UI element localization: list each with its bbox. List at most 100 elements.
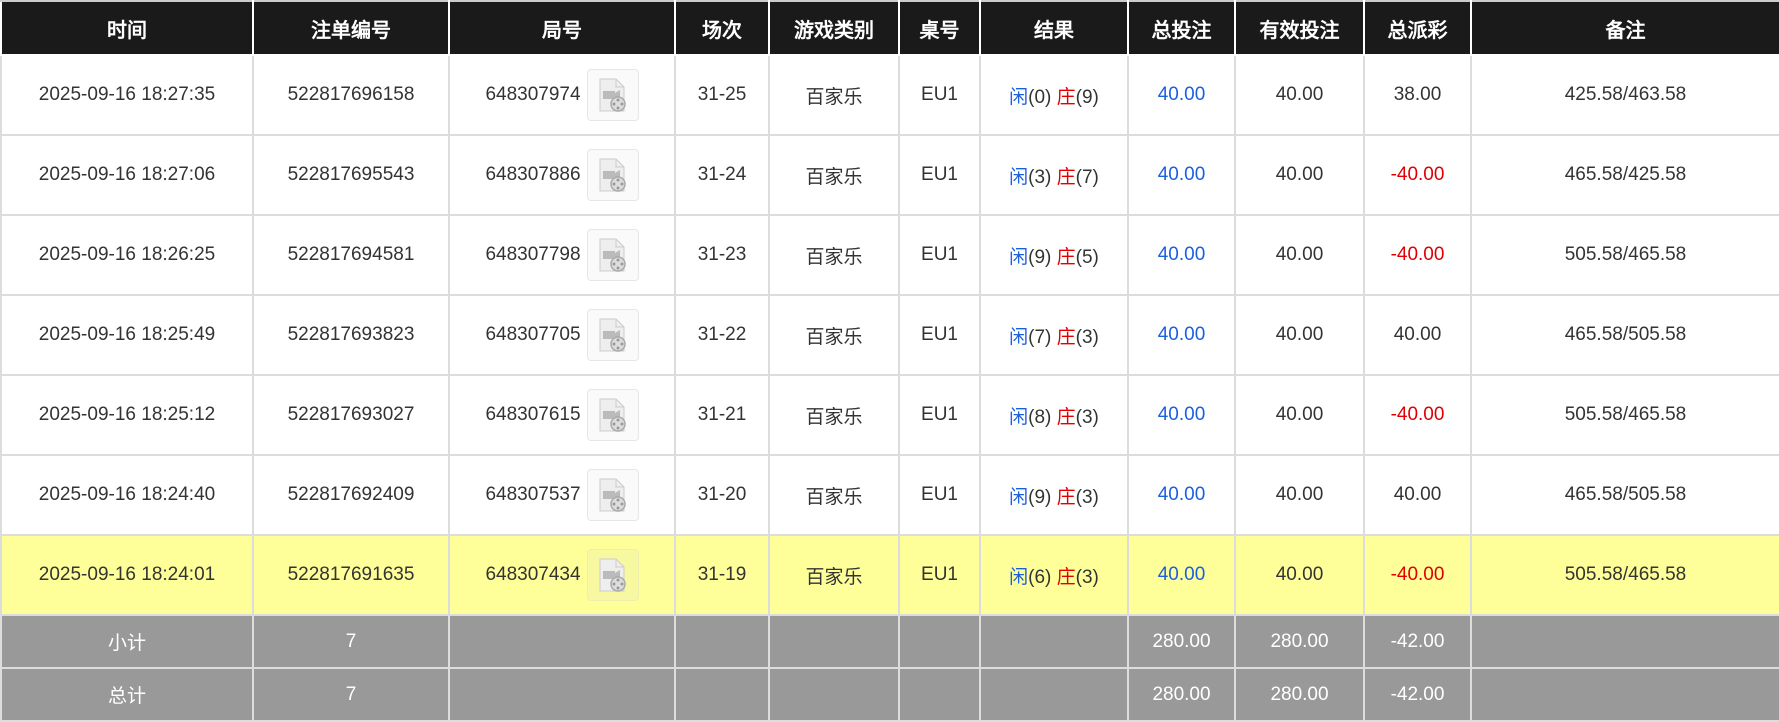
header-total-bet[interactable]: 总投注	[1127, 0, 1236, 56]
table-row[interactable]: 2025-09-16 18:27:35 522817696158 6483079…	[0, 54, 1779, 136]
video-replay-icon[interactable]	[586, 469, 639, 521]
round-number: 648307615	[485, 404, 581, 426]
note-cell: 505.58/465.58	[1470, 534, 1779, 616]
player-label: 闲	[1009, 326, 1029, 348]
player-score: (0)	[1028, 86, 1052, 108]
header-shoe[interactable]: 场次	[674, 0, 770, 56]
header-valid-bet[interactable]: 有效投注	[1234, 0, 1365, 56]
note-cell: 465.58/505.58	[1470, 454, 1779, 536]
banker-score: (7)	[1075, 166, 1099, 188]
video-replay-icon[interactable]	[586, 549, 639, 601]
note-cell: 465.58/425.58	[1470, 134, 1779, 216]
player-score: (9)	[1028, 486, 1052, 508]
table-row[interactable]: 2025-09-16 18:24:40 522817692409 6483075…	[0, 454, 1779, 536]
video-replay-icon[interactable]	[586, 69, 639, 121]
summary-count: 7	[252, 667, 450, 722]
round-cell: 648307434	[448, 534, 676, 616]
summary-valid-bet: 280.00	[1234, 614, 1365, 669]
round-cell: 648307705	[448, 294, 676, 376]
valid-bet-cell: 40.00	[1234, 294, 1365, 376]
time-cell: 2025-09-16 18:24:40	[0, 454, 254, 536]
time-cell: 2025-09-16 18:24:01	[0, 534, 254, 616]
table-no-cell: EU1	[898, 54, 981, 136]
header-total-payout[interactable]: 总派彩	[1363, 0, 1472, 56]
banker-label: 庄	[1056, 566, 1076, 588]
table-row[interactable]: 2025-09-16 18:27:06 522817695543 6483078…	[0, 134, 1779, 216]
summary-valid-bet: 280.00	[1234, 667, 1365, 722]
result-cell: 闲(3) 庄(7)	[979, 134, 1129, 216]
total-row: 总计 7 280.00 280.00 -42.00	[0, 667, 1779, 722]
shoe-cell: 31-25	[674, 54, 770, 136]
video-replay-icon[interactable]	[586, 309, 639, 361]
player-label: 闲	[1009, 566, 1029, 588]
table-no-cell: EU1	[898, 534, 981, 616]
valid-bet-cell: 40.00	[1234, 214, 1365, 296]
summary-count: 7	[252, 614, 450, 669]
player-score: (7)	[1028, 326, 1052, 348]
total-bet-cell: 40.00	[1127, 134, 1236, 216]
result-cell: 闲(9) 庄(3)	[979, 454, 1129, 536]
payout-cell: 40.00	[1363, 294, 1472, 376]
player-score: (9)	[1028, 246, 1052, 268]
header-round[interactable]: 局号	[448, 0, 676, 56]
banker-score: (9)	[1075, 86, 1099, 108]
time-cell: 2025-09-16 18:25:12	[0, 374, 254, 456]
valid-bet-cell: 40.00	[1234, 374, 1365, 456]
video-replay-icon[interactable]	[586, 149, 639, 201]
banker-label: 庄	[1056, 246, 1076, 268]
table-row[interactable]: 2025-09-16 18:25:49 522817693823 6483077…	[0, 294, 1779, 376]
header-note[interactable]: 备注	[1470, 0, 1779, 56]
table-row[interactable]: 2025-09-16 18:24:01 522817691635 6483074…	[0, 534, 1779, 616]
shoe-cell: 31-20	[674, 454, 770, 536]
banker-label: 庄	[1056, 166, 1076, 188]
banker-label: 庄	[1056, 326, 1076, 348]
summary-total-bet: 280.00	[1127, 614, 1236, 669]
table-no-cell: EU1	[898, 294, 981, 376]
round-number: 648307886	[485, 164, 581, 186]
round-cell: 648307974	[448, 54, 676, 136]
header-game-type[interactable]: 游戏类别	[768, 0, 900, 56]
total-bet-cell: 40.00	[1127, 54, 1236, 136]
round-number: 648307537	[485, 484, 581, 506]
round-cell: 648307886	[448, 134, 676, 216]
table-row[interactable]: 2025-09-16 18:25:12 522817693027 6483076…	[0, 374, 1779, 456]
shoe-cell: 31-22	[674, 294, 770, 376]
note-cell: 505.58/465.58	[1470, 374, 1779, 456]
video-replay-icon[interactable]	[586, 389, 639, 441]
banker-score: (3)	[1075, 406, 1099, 428]
table-no-cell: EU1	[898, 214, 981, 296]
time-cell: 2025-09-16 18:27:06	[0, 134, 254, 216]
shoe-cell: 31-23	[674, 214, 770, 296]
player-label: 闲	[1009, 86, 1029, 108]
round-cell: 648307537	[448, 454, 676, 536]
header-time[interactable]: 时间	[0, 0, 254, 56]
summary-payout: -42.00	[1363, 667, 1472, 722]
header-table-no[interactable]: 桌号	[898, 0, 981, 56]
banker-score: (5)	[1075, 246, 1099, 268]
header-bet-id[interactable]: 注单编号	[252, 0, 450, 56]
game-type-cell: 百家乐	[768, 454, 900, 536]
banker-score: (3)	[1075, 326, 1099, 348]
bet-id-cell: 522817695543	[252, 134, 450, 216]
banker-score: (3)	[1075, 566, 1099, 588]
shoe-cell: 31-24	[674, 134, 770, 216]
table-header-row: 时间 注单编号 局号 场次 游戏类别 桌号 结果 总投注 有效投注 总派彩 备注	[0, 0, 1779, 56]
total-bet-cell: 40.00	[1127, 454, 1236, 536]
round-number: 648307434	[485, 564, 581, 586]
player-label: 闲	[1009, 406, 1029, 428]
payout-cell: 38.00	[1363, 54, 1472, 136]
video-replay-icon[interactable]	[586, 229, 639, 281]
bet-id-cell: 522817696158	[252, 54, 450, 136]
payout-cell: -40.00	[1363, 134, 1472, 216]
banker-label: 庄	[1056, 406, 1076, 428]
banker-label: 庄	[1056, 486, 1076, 508]
valid-bet-cell: 40.00	[1234, 454, 1365, 536]
game-type-cell: 百家乐	[768, 294, 900, 376]
table-row[interactable]: 2025-09-16 18:26:25 522817694581 6483077…	[0, 214, 1779, 296]
bet-id-cell: 522817693027	[252, 374, 450, 456]
game-type-cell: 百家乐	[768, 214, 900, 296]
game-type-cell: 百家乐	[768, 534, 900, 616]
header-result[interactable]: 结果	[979, 0, 1129, 56]
banker-label: 庄	[1056, 86, 1076, 108]
